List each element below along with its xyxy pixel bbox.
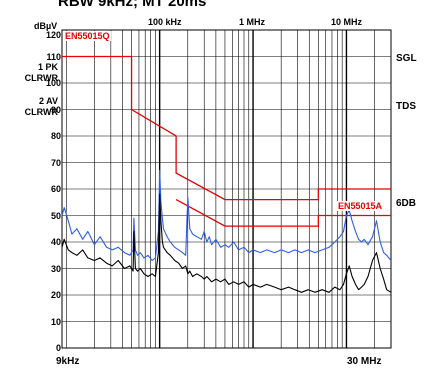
x-end-label: 30 MHz — [347, 356, 382, 367]
trace-1-name: 1 PK — [37, 62, 58, 72]
trace-average-line — [61, 193, 392, 293]
limit-layer — [62, 55, 391, 227]
y-tick-label: 0 — [55, 343, 61, 353]
y-tick-label: 10 — [50, 316, 61, 327]
trace-1-mode: CLRWR — [24, 73, 58, 83]
limit-line-qp — [62, 55, 391, 201]
freq-label-100k: 100 kHz — [148, 17, 182, 27]
y-tick-label: 100 — [45, 78, 61, 88]
trace-2-name: 2 AV — [38, 96, 58, 106]
trace-1-label: 1 PK CLRWR — [0, 62, 58, 84]
freq-label-10m: 10 MHz — [331, 17, 363, 27]
y-tick-label: 70 — [50, 157, 61, 168]
y-unit-label: dBµV — [34, 21, 58, 31]
y-tick-label: 40 — [50, 237, 61, 247]
y-tick-label: 110 — [46, 51, 61, 62]
trace-layer — [61, 169, 392, 293]
sgl-label: SGL — [396, 53, 417, 64]
limit-label-qp: EN55015Q — [64, 31, 111, 41]
y-tick-label: 120 — [45, 30, 61, 40]
y-tick-label: 90 — [50, 104, 61, 115]
trace-2-label: 2 AV CLRWR — [0, 96, 58, 118]
limit-label-av: EN55015A — [337, 201, 384, 211]
measurement-header: RBW 9kHz; MT 20ms — [58, 0, 207, 10]
trace-peak-line — [61, 169, 392, 262]
tds-label: TDS — [396, 101, 416, 112]
freq-label-1m: 1 MHz — [239, 17, 266, 27]
y-tick-label: 20 — [50, 290, 61, 300]
y-tick-label: 60 — [50, 184, 61, 194]
y-tick-label: 50 — [50, 210, 61, 221]
y-tick-label: 80 — [50, 131, 61, 141]
trace-2-mode: CLRWR — [24, 107, 58, 117]
y-tick-label: 30 — [50, 263, 61, 274]
limit-line-av — [175, 199, 391, 227]
x-start-label: 9kHz — [56, 356, 80, 367]
6db-label: 6DB — [396, 198, 417, 209]
